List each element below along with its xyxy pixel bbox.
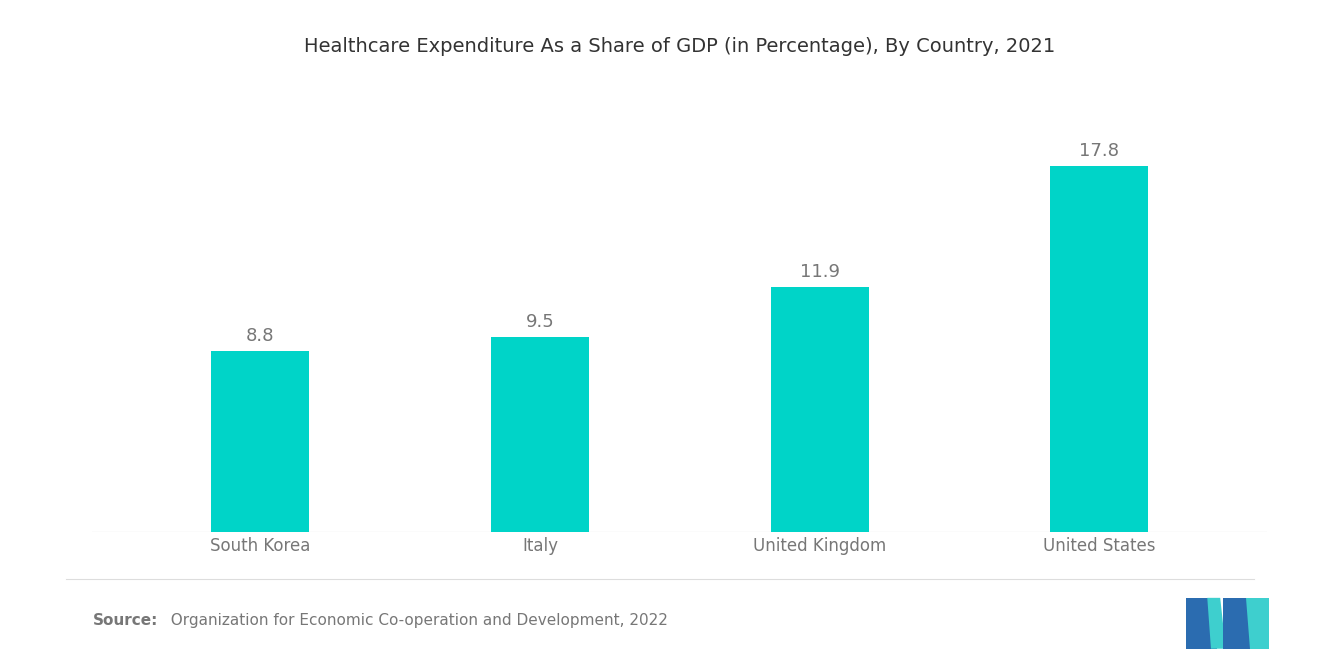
- Bar: [211, 351, 309, 532]
- Text: Source:: Source:: [92, 613, 158, 628]
- Text: 11.9: 11.9: [800, 263, 840, 281]
- Bar: [1051, 166, 1148, 532]
- Polygon shape: [1185, 598, 1217, 649]
- Text: 9.5: 9.5: [525, 313, 554, 331]
- Bar: [771, 287, 869, 532]
- Text: Organization for Economic Co-operation and Development, 2022: Organization for Economic Co-operation a…: [161, 613, 668, 628]
- Title: Healthcare Expenditure As a Share of GDP (in Percentage), By Country, 2021: Healthcare Expenditure As a Share of GDP…: [304, 37, 1056, 56]
- Polygon shape: [1222, 598, 1255, 649]
- Polygon shape: [1246, 598, 1270, 649]
- Text: 8.8: 8.8: [246, 327, 275, 345]
- Polygon shape: [1208, 598, 1226, 649]
- Bar: [491, 336, 589, 532]
- Text: 17.8: 17.8: [1080, 142, 1119, 160]
